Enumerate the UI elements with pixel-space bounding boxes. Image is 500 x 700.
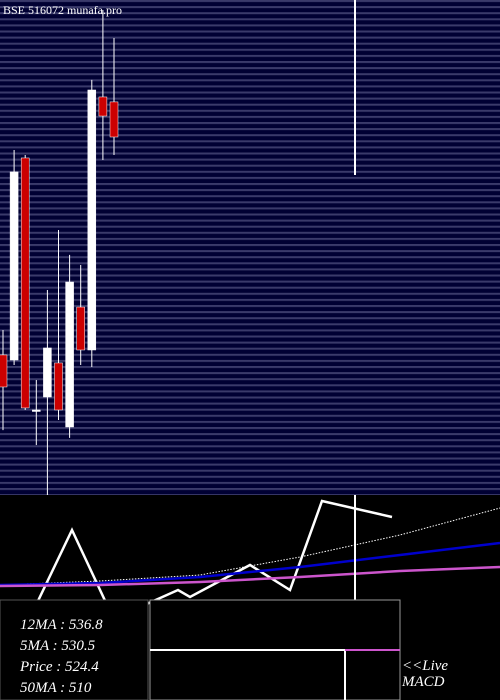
candle-body bbox=[9, 171, 19, 361]
price-panel bbox=[0, 0, 500, 495]
candle-body bbox=[43, 347, 52, 398]
info-text: Price : 524.4 bbox=[19, 659, 99, 675]
info-text: 12MA : 536.8 bbox=[20, 617, 103, 633]
candle-body bbox=[87, 89, 97, 351]
macd-line bbox=[0, 565, 500, 588]
candle-body bbox=[0, 354, 8, 388]
candle-body bbox=[65, 281, 74, 428]
macd-line bbox=[0, 499, 393, 609]
info-text: 50MA : 510 bbox=[20, 680, 92, 696]
candle-body bbox=[20, 157, 30, 409]
candle-body bbox=[54, 362, 63, 411]
macd-label: MACD bbox=[401, 674, 445, 690]
macd-line bbox=[0, 541, 500, 587]
chart-title: BSE 516072 munafa.pro bbox=[3, 3, 122, 17]
candle-body bbox=[98, 96, 108, 117]
candle-body bbox=[109, 101, 119, 138]
candle-body bbox=[76, 306, 85, 351]
info-box bbox=[0, 599, 149, 700]
candle-body bbox=[32, 409, 41, 412]
live-label: <<Live bbox=[402, 658, 448, 674]
info-text: 5MA : 530.5 bbox=[20, 638, 96, 654]
